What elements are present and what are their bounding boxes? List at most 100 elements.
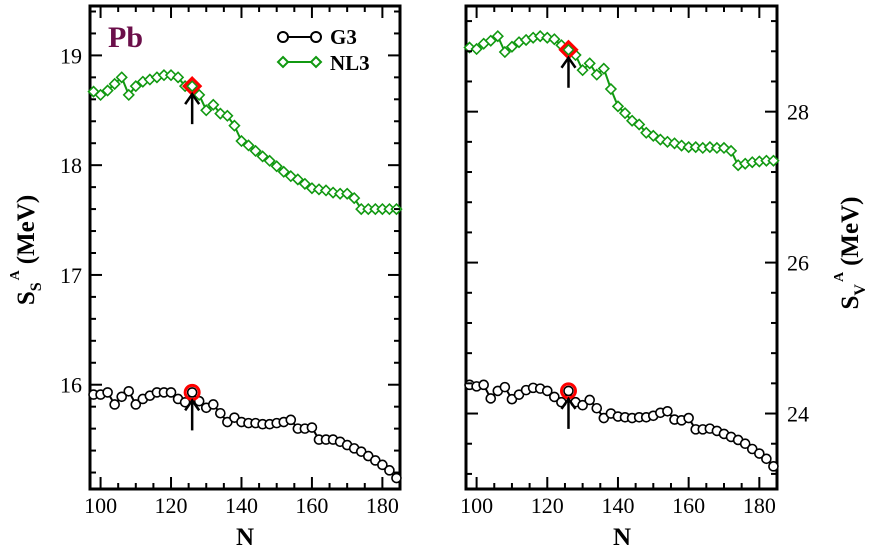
data-point-nl3 [171,71,185,84]
data-point-g3 [165,387,177,398]
data-point-g3 [478,379,489,391]
data-point-nl3 [562,43,575,56]
data-point-g3 [186,387,198,398]
data-point-nl3 [228,119,241,132]
data-point-nl3 [590,68,603,81]
data-point-nl3 [115,71,128,84]
legend-g3-marker-start [277,31,289,43]
right-plot-frame [464,4,779,491]
data-point-g3 [377,459,388,471]
x-tick-label: 180 [743,493,776,518]
data-point-g3 [662,405,673,417]
data-point-nl3 [491,30,504,43]
y-tick-label: 26 [787,251,809,276]
data-point-nl3 [767,154,780,167]
data-point-g3 [130,399,142,410]
right-x-axis-label: N [613,524,631,550]
data-point-g3 [577,399,588,411]
data-point-nl3 [548,33,561,46]
data-point-g3 [768,461,779,472]
x-tick-label: 100 [84,493,117,518]
data-point-nl3 [703,140,716,154]
data-point-nl3 [200,104,213,117]
data-point-nl3 [583,57,596,70]
data-point-g3 [739,438,751,450]
data-point-g3 [391,472,402,484]
arrow-head [184,398,201,412]
data-point-g3 [207,399,219,410]
data-point-nl3 [235,134,248,148]
data-point-nl3 [724,144,738,158]
legend-g3-label: G3 [330,25,357,49]
data-point-nl3 [341,187,354,200]
data-point-g3 [116,391,128,403]
x-tick-label: 140 [225,493,258,518]
data-point-g3 [102,387,113,398]
x-tick-label: 120 [531,493,564,518]
data-point-g3 [306,422,318,433]
data-point-g3 [549,391,560,403]
data-point-nl3 [270,160,283,173]
right-y-axis-label: SVA(MeV) [832,197,869,310]
left-panel: 100 120 140 160 180 16 17 18 19 Pb G3 NL3 SSA(Me… [8,4,403,550]
arrow-head [184,91,201,105]
y-tick-label: 28 [787,100,809,125]
x-tick-label: 160 [672,493,705,518]
right-series-group [463,30,780,472]
data-point-g3 [499,381,511,393]
right-panel: 100 120 140 160 180 24 26 28 SVA(MeV) N [460,4,869,550]
data-point-nl3 [101,84,114,97]
data-point-nl3 [298,177,312,190]
data-point-g3 [285,414,297,426]
data-point-nl3 [597,62,610,75]
arrow-head [560,396,577,410]
data-point-g3 [591,402,603,414]
data-point-nl3 [618,107,632,120]
y-tick-label: 18 [60,153,82,178]
data-point-nl3 [505,40,519,53]
data-point-nl3 [689,140,702,154]
data-point-nl3 [221,109,234,122]
data-point-g3 [683,412,694,424]
data-point-nl3 [249,144,262,158]
left-y-axis-label: SSA(MeV) [8,195,45,305]
data-point-g3 [584,394,595,406]
data-point-g3 [761,453,772,465]
y-tick-label: 24 [787,402,809,427]
legend-nl3-marker-start [276,55,290,69]
data-point-g3 [563,385,574,397]
data-point-nl3 [633,118,646,131]
legend-nl3-label: NL3 [330,51,370,75]
data-point-nl3 [263,154,276,167]
y-tick-label: 17 [60,263,82,288]
data-point-g3 [754,448,765,459]
x-tick-label: 120 [155,493,188,518]
data-point-g3 [123,386,135,397]
data-point-nl3 [186,80,199,93]
element-label-pb: Pb [108,21,143,54]
left-x-axis-label: N [236,524,254,550]
data-point-nl3 [604,82,618,96]
data-point-nl3 [207,98,220,111]
left-series-group [87,69,403,484]
data-point-nl3 [122,88,135,102]
right-ticks-group: 100 120 140 160 180 24 26 28 [460,6,809,518]
x-tick-label: 180 [366,493,399,518]
x-tick-label: 160 [295,493,328,518]
data-point-nl3 [484,34,497,47]
data-point-nl3 [242,139,255,152]
legend-g3-marker-end [310,31,322,43]
data-point-nl3 [498,45,512,59]
legend-nl3-marker-end [309,55,323,69]
x-tick-label: 100 [460,493,493,518]
y-tick-label: 19 [60,43,82,68]
data-point-g3 [109,399,120,410]
data-point-nl3 [348,191,361,205]
data-point-g3 [215,407,226,419]
x-tick-label: 140 [601,493,634,518]
data-point-g3 [384,465,395,476]
y-tick-label: 16 [60,373,82,398]
data-point-nl3 [470,42,483,56]
data-point-g3 [485,393,497,404]
